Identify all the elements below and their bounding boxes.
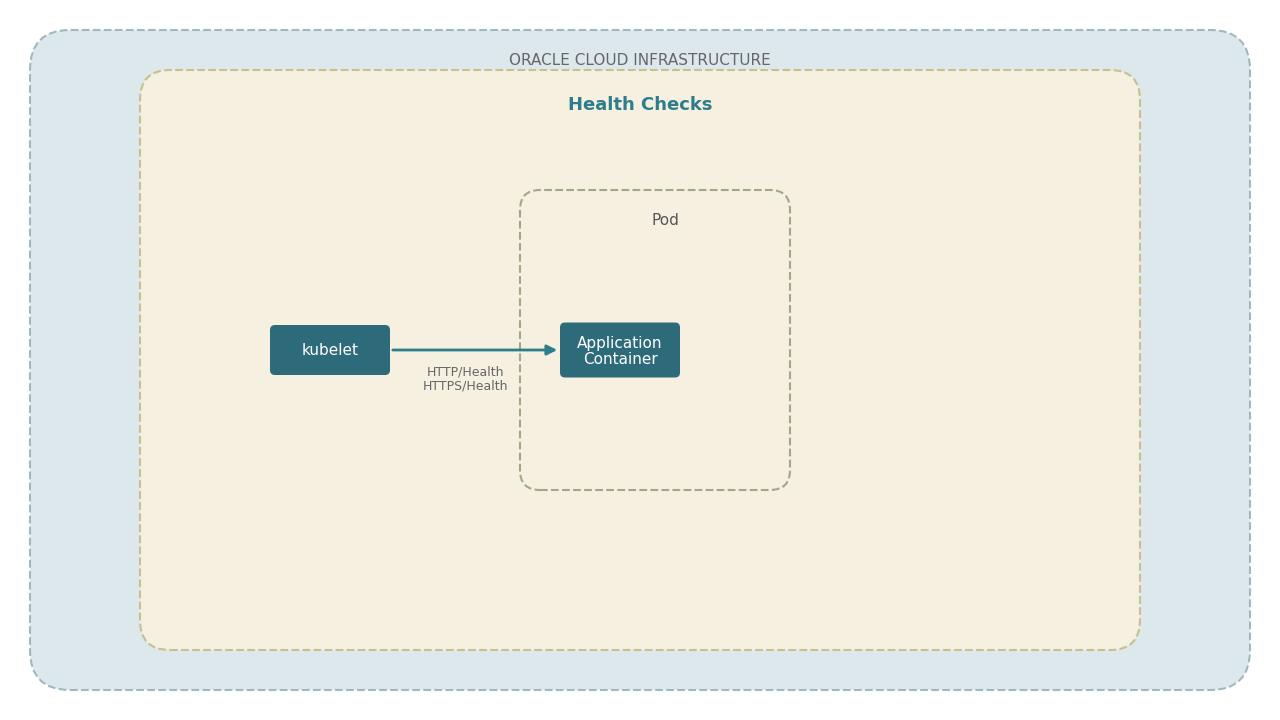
Text: Container: Container — [582, 351, 658, 366]
Text: HTTP/Health: HTTP/Health — [426, 366, 504, 379]
FancyBboxPatch shape — [29, 30, 1251, 690]
Text: ORACLE CLOUD INFRASTRUCTURE: ORACLE CLOUD INFRASTRUCTURE — [509, 53, 771, 68]
Text: kubelet: kubelet — [302, 343, 358, 358]
FancyBboxPatch shape — [140, 70, 1140, 650]
FancyBboxPatch shape — [561, 323, 680, 377]
Text: HTTPS/Health: HTTPS/Health — [422, 379, 508, 392]
Text: Health Checks: Health Checks — [568, 96, 712, 114]
Text: Application: Application — [577, 336, 663, 351]
FancyBboxPatch shape — [270, 325, 390, 375]
Text: Pod: Pod — [652, 212, 678, 228]
